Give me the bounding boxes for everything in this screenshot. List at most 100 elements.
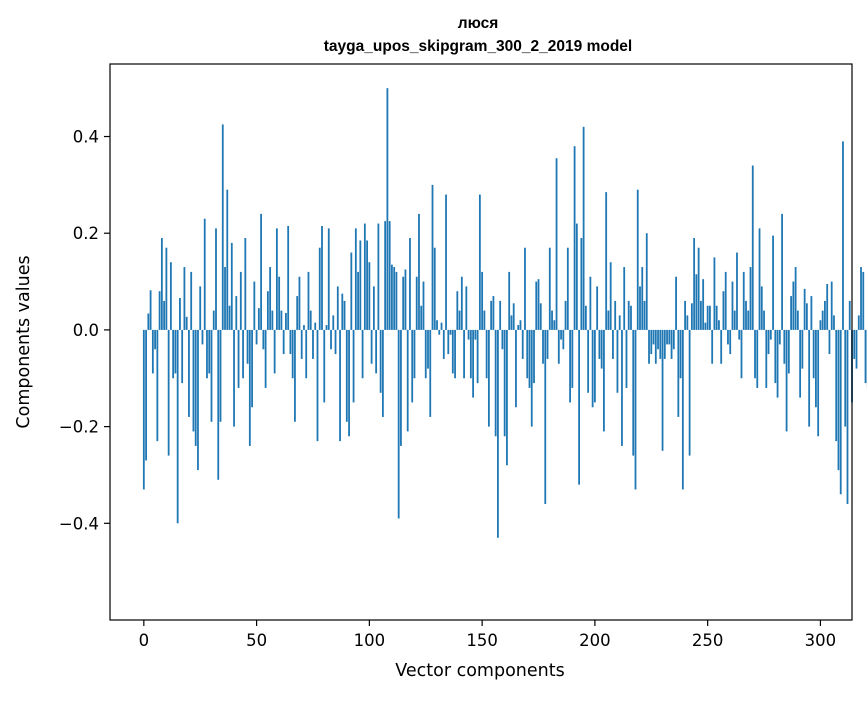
bar-36	[224, 267, 226, 330]
bar-52	[260, 214, 262, 330]
bar-118	[409, 238, 411, 330]
bar-27	[204, 219, 206, 330]
bar-135	[447, 330, 449, 354]
bar-178	[544, 330, 546, 504]
bar-253	[714, 257, 716, 330]
bar-286	[788, 330, 790, 374]
bar-15	[177, 330, 179, 523]
bar-133	[443, 330, 445, 359]
bar-217	[632, 330, 634, 456]
bar-227	[655, 330, 657, 364]
bar-96	[359, 240, 361, 329]
bar-233	[668, 330, 670, 345]
chart-title: люся	[458, 15, 499, 32]
bar-0	[143, 330, 145, 490]
bar-24	[197, 330, 199, 470]
x-tick-label-200: 200	[579, 631, 611, 650]
bar-40	[233, 330, 235, 427]
bar-261	[732, 282, 734, 330]
bar-104	[377, 224, 379, 330]
bar-244	[693, 238, 695, 330]
bar-216	[630, 306, 632, 330]
bar-11	[168, 330, 170, 456]
bar-39	[231, 243, 233, 330]
bar-144	[468, 330, 470, 340]
bar-195	[583, 127, 585, 330]
bar-161	[506, 330, 508, 465]
bar-207	[610, 262, 612, 330]
bar-3	[150, 290, 152, 330]
bar-94	[355, 228, 357, 330]
bar-87	[339, 330, 341, 441]
bar-199	[592, 330, 594, 407]
bar-34	[220, 330, 222, 422]
bar-88	[341, 294, 343, 330]
bar-160	[504, 330, 506, 436]
bar-213	[623, 267, 625, 330]
bar-61	[281, 311, 283, 330]
bar-260	[729, 330, 731, 354]
bar-255	[718, 320, 720, 330]
bar-224	[648, 330, 650, 364]
bar-182	[553, 320, 555, 330]
bar-35	[222, 124, 224, 329]
bar-79	[321, 226, 323, 330]
bar-293	[804, 289, 806, 330]
bar-49	[253, 282, 255, 330]
bar-220	[639, 286, 641, 330]
bar-147	[474, 330, 476, 340]
bar-284	[783, 330, 785, 364]
bar-279	[772, 236, 774, 330]
bar-292	[801, 330, 803, 369]
bar-210	[617, 330, 619, 393]
bar-176	[540, 303, 542, 330]
bar-245	[695, 274, 697, 330]
bar-278	[770, 330, 772, 340]
bar-285	[786, 330, 788, 432]
bar-51	[258, 308, 260, 330]
bar-241	[686, 315, 688, 330]
bar-198	[589, 277, 591, 330]
bar-95	[357, 272, 359, 330]
bar-4	[152, 330, 154, 374]
bar-19	[186, 317, 188, 330]
bar-153	[488, 330, 490, 427]
bar-30	[211, 330, 213, 422]
bar-5	[154, 330, 156, 349]
bar-258	[725, 272, 727, 330]
bar-81	[326, 325, 328, 330]
bar-131	[438, 330, 440, 335]
bar-205	[605, 192, 607, 330]
bar-107	[384, 221, 386, 330]
bar-65	[290, 330, 292, 354]
bar-194	[580, 238, 582, 330]
bar-145	[470, 330, 472, 378]
bar-259	[727, 330, 729, 345]
bar-9	[163, 301, 165, 330]
x-tick-label-100: 100	[354, 631, 386, 650]
bar-247	[700, 301, 702, 330]
bar-180	[549, 248, 551, 330]
bar-192	[576, 224, 578, 330]
bar-283	[781, 214, 783, 330]
bar-14	[175, 330, 177, 374]
bar-109	[389, 221, 391, 330]
bar-128	[432, 185, 434, 330]
bar-193	[578, 330, 580, 485]
bar-232	[666, 330, 668, 345]
bar-8	[161, 238, 163, 330]
bar-299	[817, 330, 819, 436]
bar-84	[332, 315, 334, 330]
bar-86	[337, 286, 339, 330]
bar-310	[842, 141, 844, 330]
bar-58	[274, 330, 276, 374]
y-axis-label: Components values	[14, 255, 34, 428]
bar-268	[747, 311, 749, 330]
bar-159	[502, 330, 504, 349]
bar-184	[558, 330, 560, 364]
bar-256	[720, 330, 722, 364]
bar-70	[301, 330, 303, 359]
bar-173	[533, 330, 535, 383]
bar-319	[862, 272, 864, 330]
bar-168	[522, 330, 524, 359]
